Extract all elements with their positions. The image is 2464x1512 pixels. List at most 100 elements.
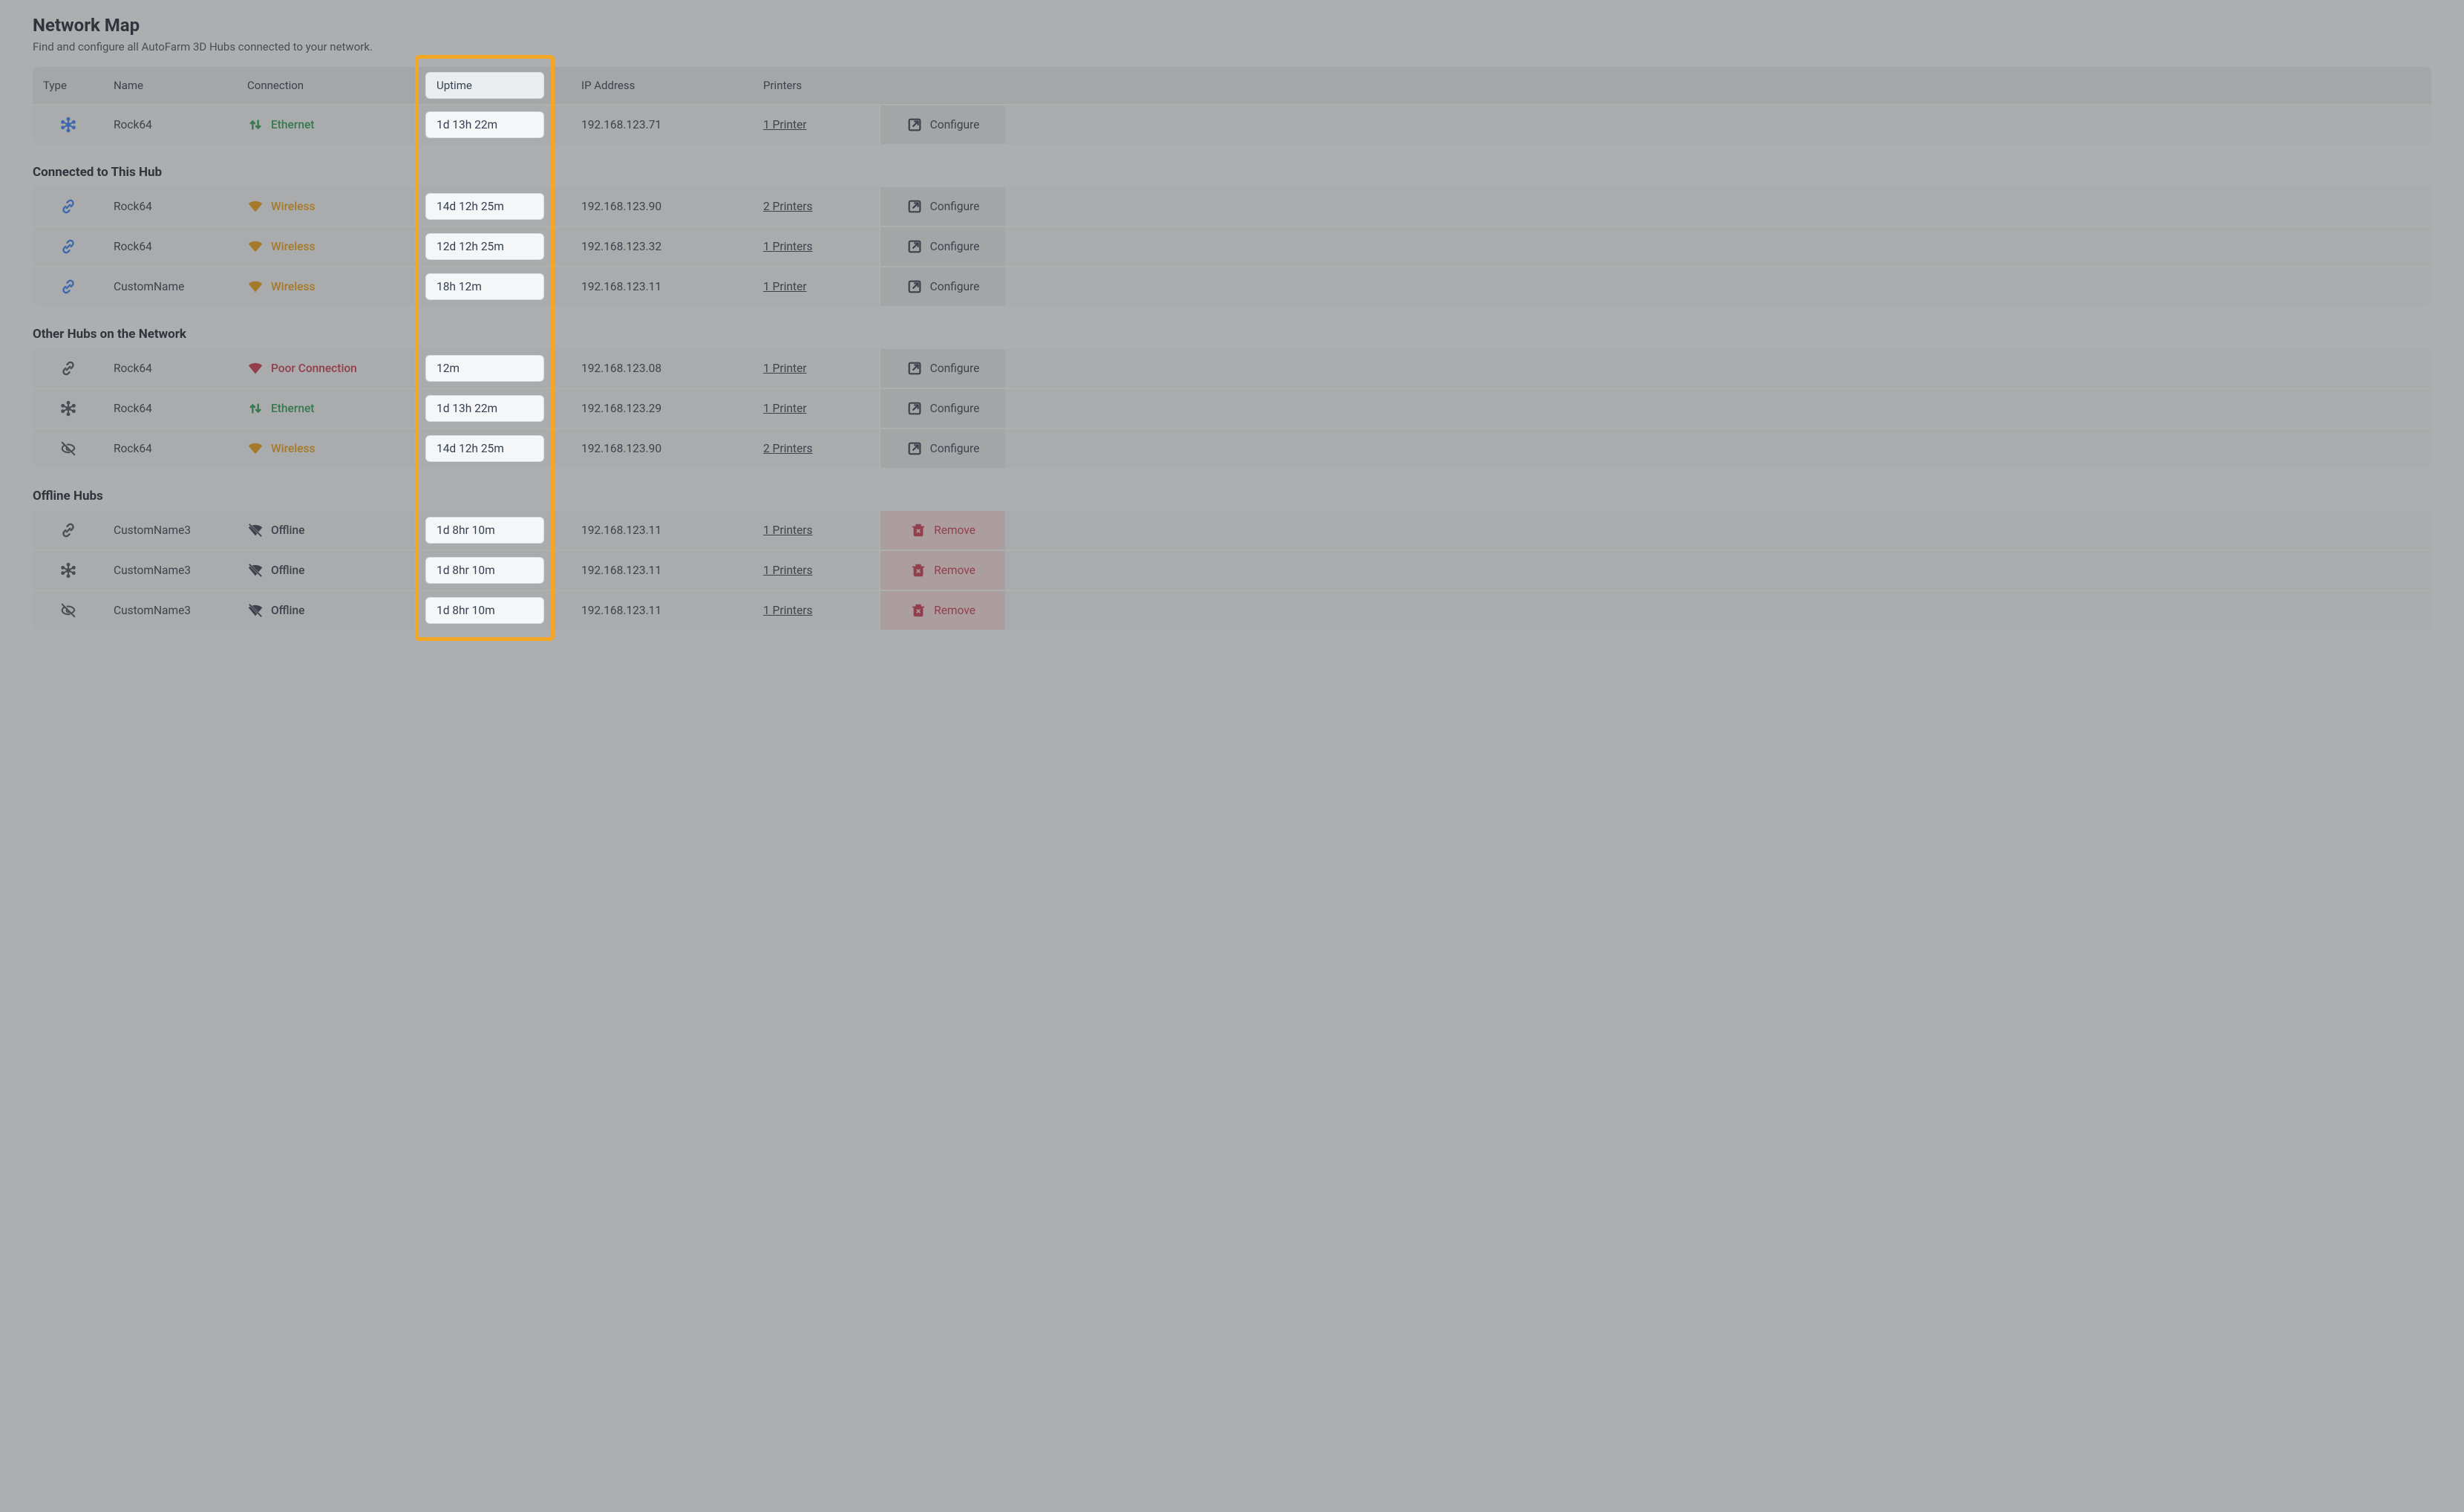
poor-icon xyxy=(247,360,264,377)
offline-icon xyxy=(247,562,264,579)
hub-icon xyxy=(60,400,76,417)
connection-label: Wireless xyxy=(271,200,315,213)
ip-cell: 192.168.123.11 xyxy=(571,515,753,546)
printers-link[interactable]: 1 Printers xyxy=(763,564,812,577)
connection-cell: Wireless xyxy=(237,270,422,304)
printers-link[interactable]: 1 Printer xyxy=(763,402,806,415)
external-link-icon xyxy=(906,198,923,215)
configure-button[interactable]: Configure xyxy=(879,389,1005,428)
type-cell xyxy=(33,593,103,628)
remove-button[interactable]: Remove xyxy=(879,551,1005,590)
col-printers: Printers xyxy=(753,70,879,101)
connection-label: Ethernet xyxy=(271,118,314,131)
hub-icon xyxy=(60,117,76,133)
hidden-icon xyxy=(60,602,76,619)
ethernet-icon xyxy=(247,400,264,417)
offline-table: CustomName3 Offline 1d 8hr 10m192.168.12… xyxy=(33,511,2431,630)
printers-link[interactable]: 1 Printers xyxy=(763,240,812,253)
type-cell xyxy=(33,553,103,587)
printers-cell: 1 Printer xyxy=(753,109,879,140)
ip-cell: 192.168.123.71 xyxy=(571,109,753,140)
table-row: Rock64 Poor Connection 12m192.168.123.08… xyxy=(33,349,2431,389)
trash-icon xyxy=(910,562,927,579)
external-link-icon xyxy=(906,238,923,255)
offline-icon xyxy=(247,602,264,619)
action-label: Configure xyxy=(930,402,980,415)
uptime-cell: 18h 12m xyxy=(422,271,571,302)
name-cell: Rock64 xyxy=(103,231,237,262)
printers-link[interactable]: 1 Printer xyxy=(763,362,806,375)
printers-link[interactable]: 2 Printers xyxy=(763,442,812,455)
configure-button[interactable]: Configure xyxy=(879,227,1005,266)
printers-link[interactable]: 1 Printers xyxy=(763,524,812,537)
connection-cell: Poor Connection xyxy=(237,351,422,385)
other-table: Rock64 Poor Connection 12m192.168.123.08… xyxy=(33,349,2431,468)
configure-button[interactable]: Configure xyxy=(879,429,1005,468)
type-cell xyxy=(33,229,103,264)
table-row: CustomName Wireless 18h 12m192.168.123.1… xyxy=(33,267,2431,306)
action-label: Remove xyxy=(934,604,976,617)
configure-button[interactable]: Configure xyxy=(879,187,1005,226)
name-cell: CustomName3 xyxy=(103,515,237,546)
link-icon xyxy=(60,522,76,538)
ip-cell: 192.168.123.90 xyxy=(571,191,753,222)
printers-cell: 1 Printer xyxy=(753,271,879,302)
ip-cell: 192.168.123.08 xyxy=(571,353,753,384)
connection-cell: Wireless xyxy=(237,431,422,466)
connection-cell: Offline xyxy=(237,513,422,547)
printers-link[interactable]: 1 Printer xyxy=(763,118,806,131)
table-row: Rock64 Wireless 14d 12h 25m192.168.123.9… xyxy=(33,187,2431,227)
connection-label: Offline xyxy=(271,524,304,537)
type-cell xyxy=(33,189,103,224)
hub-icon xyxy=(60,562,76,579)
hidden-icon xyxy=(60,440,76,457)
connection-label: Wireless xyxy=(271,240,315,253)
uptime-cell: 1d 13h 22m xyxy=(422,109,571,140)
wireless-icon xyxy=(247,198,264,215)
table-row: CustomName3 Offline 1d 8hr 10m192.168.12… xyxy=(33,511,2431,551)
type-cell xyxy=(33,270,103,304)
table-row: CustomName3 Offline 1d 8hr 10m192.168.12… xyxy=(33,551,2431,591)
configure-button[interactable]: Configure xyxy=(879,267,1005,306)
external-link-icon xyxy=(906,440,923,457)
type-cell xyxy=(33,391,103,426)
printers-link[interactable]: 1 Printer xyxy=(763,280,806,293)
name-cell: Rock64 xyxy=(103,191,237,222)
ip-cell: 192.168.123.11 xyxy=(571,595,753,626)
name-cell: Rock64 xyxy=(103,109,237,140)
uptime-cell: 1d 8hr 10m xyxy=(422,515,571,546)
table-row: CustomName3 Offline 1d 8hr 10m192.168.12… xyxy=(33,591,2431,630)
col-ip: IP Address xyxy=(571,70,753,101)
printers-cell: 1 Printers xyxy=(753,555,879,586)
offline-icon xyxy=(247,522,264,538)
col-connection: Connection xyxy=(237,70,422,101)
action-label: Configure xyxy=(930,200,980,213)
type-cell xyxy=(33,108,103,142)
link-icon xyxy=(60,278,76,295)
table-row: Rock64 Wireless 12d 12h 25m192.168.123.3… xyxy=(33,227,2431,267)
ip-cell: 192.168.123.32 xyxy=(571,231,753,262)
remove-button[interactable]: Remove xyxy=(879,591,1005,630)
table-row: Rock64 Wireless 14d 12h 25m192.168.123.9… xyxy=(33,429,2431,468)
remove-button[interactable]: Remove xyxy=(879,511,1005,550)
wireless-icon xyxy=(247,278,264,295)
page-title: Network Map xyxy=(33,15,2431,36)
printers-link[interactable]: 1 Printers xyxy=(763,604,812,617)
name-cell: Rock64 xyxy=(103,433,237,464)
uptime-cell: 12m xyxy=(422,353,571,384)
printers-cell: 2 Printers xyxy=(753,191,879,222)
wireless-icon xyxy=(247,238,264,255)
name-cell: CustomName3 xyxy=(103,595,237,626)
name-cell: Rock64 xyxy=(103,353,237,384)
configure-button[interactable]: Configure xyxy=(879,349,1005,388)
connection-cell: Offline xyxy=(237,553,422,587)
configure-button[interactable]: Configure xyxy=(879,105,1005,144)
connection-cell: Ethernet xyxy=(237,391,422,426)
link-icon xyxy=(60,238,76,255)
action-label: Configure xyxy=(930,442,980,455)
action-label: Configure xyxy=(930,362,980,375)
printers-link[interactable]: 2 Printers xyxy=(763,200,812,213)
action-label: Remove xyxy=(934,524,976,537)
type-cell xyxy=(33,513,103,547)
name-cell: CustomName xyxy=(103,271,237,302)
